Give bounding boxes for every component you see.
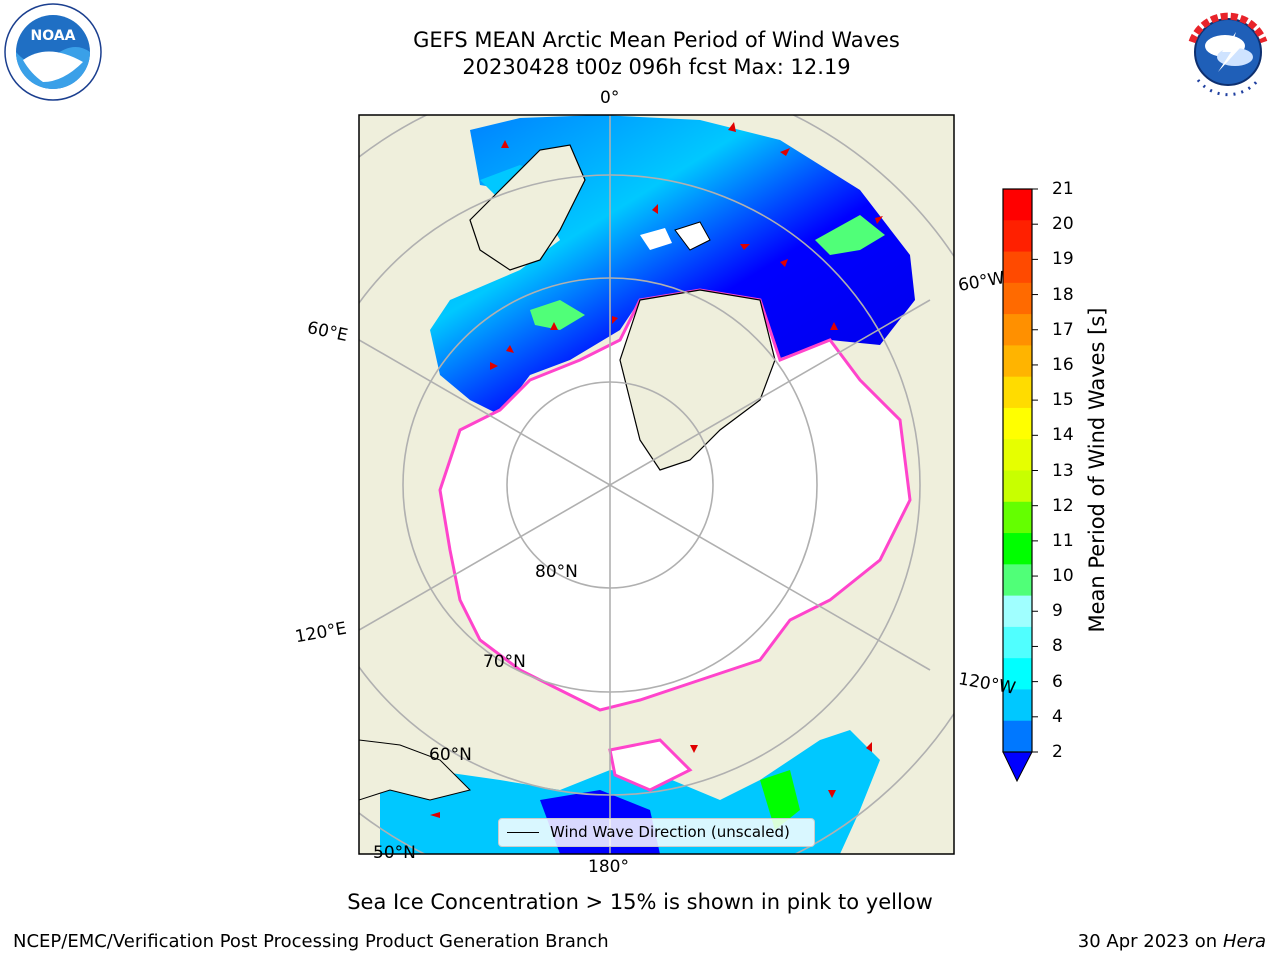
- colorbar-segment: [1003, 564, 1032, 597]
- colorbar-tick-label: 10: [1052, 566, 1074, 587]
- noaa-logo: NOAA: [4, 3, 102, 101]
- pacific-green-patch: [760, 770, 800, 830]
- lat-label-80n: 80°N: [535, 562, 578, 582]
- lon-label-0: 0°: [600, 88, 620, 108]
- colorbar-segment: [1003, 251, 1032, 284]
- colorbar-segment: [1003, 595, 1032, 628]
- colorbar-tick-label: 12: [1052, 495, 1074, 516]
- footer-machine: Hera: [1222, 931, 1266, 952]
- colorbar-tick-label: 8: [1052, 636, 1063, 657]
- wind-arrows: [430, 122, 883, 818]
- colorbar-segment: [1003, 189, 1032, 221]
- map-legend: Wind Wave Direction (unscaled): [498, 818, 815, 847]
- graticule: [359, 115, 954, 854]
- colorbar-segment: [1003, 376, 1032, 409]
- colorbar-segment: [1003, 439, 1032, 471]
- colorbar-tick-label: 14: [1052, 425, 1074, 446]
- island-outline: [674, 221, 711, 251]
- chart-subtitle: 20230428 t00z 096h fcst Max: 12.19: [462, 55, 851, 79]
- colorbar-tick-label: 17: [1052, 319, 1074, 340]
- colorbar-tick-label: 2: [1052, 742, 1063, 762]
- colorbar-tick-label: 9: [1052, 601, 1063, 622]
- footer-date-text: 30 Apr 2023 on: [1077, 931, 1223, 952]
- bering-sea-ice: [608, 738, 693, 792]
- colorbar-segment: [1003, 501, 1032, 534]
- colorbar-tick-label: 4: [1052, 706, 1063, 727]
- high-period-patch-2: [530, 300, 585, 330]
- colorbar-segment: [1003, 314, 1032, 346]
- colorbar-segment: [1003, 345, 1032, 378]
- colorbar-segment: [1003, 220, 1032, 253]
- colorbar-segment: [1003, 626, 1032, 659]
- chart-title: GEFS MEAN Arctic Mean Period of Wind Wav…: [413, 28, 900, 52]
- colorbar-extend-arrow: [1002, 751, 1033, 783]
- lat-label-50n: 50°N: [373, 843, 416, 863]
- legend-line-sample: [507, 832, 539, 833]
- colorbar-segment: [1003, 689, 1032, 722]
- colorbar-segment: [1003, 407, 1032, 440]
- colorbar-tick-label: 21: [1052, 179, 1074, 199]
- colorbar-tick-label: 20: [1052, 214, 1074, 235]
- scandinavia-land: [469, 144, 586, 271]
- colorbar-tick-label: 13: [1052, 460, 1074, 481]
- colorbar-tick-label: 19: [1052, 249, 1074, 270]
- lat-label-70n: 70°N: [483, 652, 526, 672]
- map-area: [359, 115, 954, 854]
- colorbar-tick-label: 15: [1052, 390, 1074, 411]
- iceland-ice: [640, 228, 672, 250]
- legend-label: Wind Wave Direction (unscaled): [550, 823, 790, 841]
- colorbar-segment: [1003, 533, 1032, 565]
- colorbar: [1003, 188, 1038, 753]
- lat-label-60n: 60°N: [429, 745, 472, 765]
- footer-date: 30 Apr 2023 on Hera: [1078, 931, 1266, 952]
- colorbar-tick-label: 11: [1052, 530, 1074, 551]
- lon-label-180: 180°: [588, 857, 629, 877]
- colorbar-label: Mean Period of Wind Waves [s]: [1085, 307, 1109, 633]
- colorbar-tick-label: 6: [1052, 671, 1063, 692]
- colorbar-segment: [1003, 470, 1032, 503]
- colorbar-segment: [1003, 658, 1032, 690]
- map-frame: [358, 114, 955, 855]
- colorbar-frame: [1002, 188, 1033, 753]
- footer-credit: NCEP/EMC/Verification Post Processing Pr…: [13, 931, 609, 952]
- nws-logo: [1180, 4, 1276, 100]
- sea-ice-caption: Sea Ice Concentration > 15% is shown in …: [347, 890, 933, 914]
- colorbar-tick-label: 16: [1052, 354, 1074, 375]
- alaska-land: [359, 739, 471, 801]
- high-period-patch: [815, 215, 885, 255]
- colorbar-tick-label: 18: [1052, 284, 1074, 305]
- svg-text:NOAA: NOAA: [31, 28, 76, 44]
- colorbar-segment: [1003, 720, 1032, 753]
- colorbar-segment: [1003, 282, 1032, 315]
- arctic-sea-ice: [438, 288, 912, 712]
